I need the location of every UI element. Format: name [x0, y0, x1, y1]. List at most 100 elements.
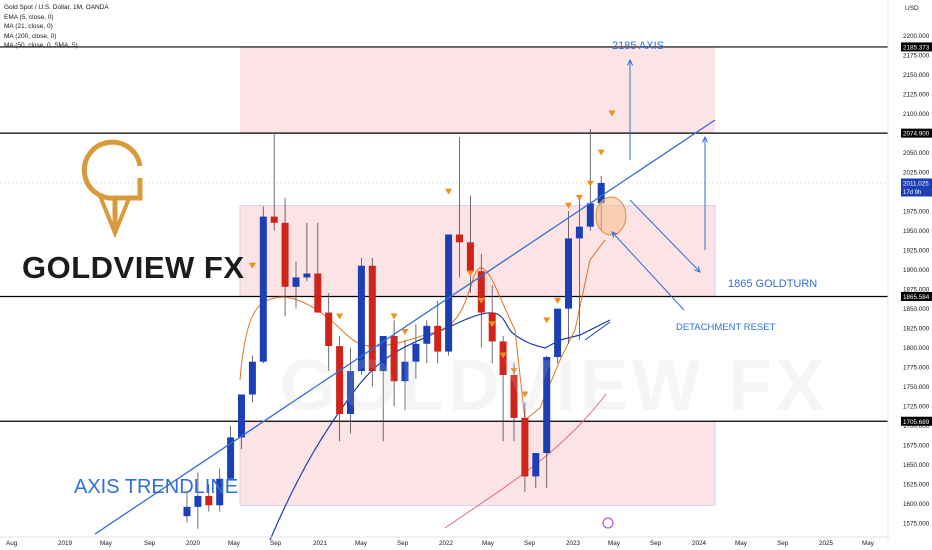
x-tick-label: 2019	[58, 540, 73, 547]
y-tick-label: 1825.000	[903, 325, 930, 332]
candle-body	[325, 312, 333, 347]
price-label: 1705.689	[903, 419, 930, 426]
x-tick-label: May	[355, 540, 368, 547]
signal-marker	[575, 194, 583, 201]
candle-body	[357, 265, 365, 372]
axis-currency: USD	[905, 5, 919, 12]
candle-body	[412, 343, 420, 362]
price-label: 2011.025	[903, 180, 929, 187]
arrow-to-2185-head	[626, 58, 634, 66]
signal-marker	[521, 391, 529, 398]
y-tick-label: 2125.000	[903, 91, 930, 98]
y-tick-label: 2050.000	[903, 150, 930, 157]
candle-body	[434, 325, 442, 352]
arrow-detachment-head	[611, 231, 618, 238]
candle-body	[575, 226, 583, 239]
y-tick-label: 1925.000	[903, 247, 930, 254]
x-tick-label: Sep	[397, 540, 409, 547]
y-tick-label: 1725.000	[903, 403, 930, 410]
sma50-segment	[584, 321, 611, 341]
candle-body	[347, 371, 354, 414]
price-label-box	[901, 128, 932, 138]
y-tick-label: 1675.000	[903, 443, 930, 450]
candle-body	[565, 238, 572, 309]
detachment-circle	[595, 196, 627, 236]
candle-body	[390, 335, 398, 382]
signal-marker	[477, 297, 485, 304]
x-tick-label: May	[608, 540, 621, 547]
price-label-box	[901, 291, 932, 301]
y-tick-label: 2025.000	[903, 169, 930, 176]
candle-body	[532, 453, 540, 477]
y-tick-label: 1700.000	[903, 423, 930, 430]
legend-ema: EMA (5, close, 0)	[4, 13, 54, 21]
y-tick-label: 1775.000	[903, 364, 930, 371]
legend-sma50: MA (50, close, 0, SMA, 5)	[4, 42, 78, 49]
x-tick-label: Aug	[6, 540, 18, 547]
x-tick-label: 2025	[819, 540, 834, 547]
brand-name: GOLDVIEW FX	[22, 250, 245, 286]
candle-body	[270, 216, 278, 223]
y-tick-label: 1750.000	[903, 384, 930, 391]
supply-zone-middle	[239, 205, 716, 297]
candle-body	[259, 216, 267, 362]
axis-2185-label: 2185 AXIS	[612, 40, 664, 52]
arrow-up-range-head	[701, 135, 709, 143]
candle-body	[401, 361, 409, 382]
price-label-box	[901, 42, 932, 52]
candle-body	[466, 242, 474, 272]
candle-body	[314, 273, 322, 313]
chart-legend: Gold Spot / U.S. Dollar, 1M, OANDA EMA (…	[4, 3, 109, 51]
candle-body	[543, 357, 551, 454]
x-tick-label: 2021	[313, 540, 328, 547]
y-tick-label: 1950.000	[903, 228, 930, 235]
brand-fx: FX	[203, 250, 245, 285]
y-tick-label: 2150.000	[903, 72, 930, 79]
signal-marker	[401, 329, 409, 336]
price-label-box	[901, 178, 932, 197]
candle-body	[521, 417, 529, 477]
signal-marker	[488, 321, 496, 328]
event-marker-icon	[602, 517, 614, 529]
price-axis-bg	[888, 0, 932, 550]
signal-marker	[336, 313, 344, 320]
arrow-to-goldturn	[629, 199, 701, 273]
legend-ma200: MA (200, close, 0)	[4, 32, 57, 40]
x-tick-label: 2024	[692, 540, 707, 547]
price-label: 2074.900	[903, 131, 930, 138]
x-tick-label: Sep	[524, 540, 536, 547]
signal-marker	[554, 297, 562, 304]
y-tick-label: 2175.000	[903, 52, 930, 59]
signal-marker	[445, 188, 453, 195]
y-tick-label: 1875.000	[903, 286, 930, 293]
x-tick-label: 2023	[566, 540, 581, 547]
signal-marker	[390, 313, 398, 320]
candle-body	[445, 234, 453, 352]
candle-body	[205, 495, 213, 506]
y-tick-label: 2100.000	[903, 111, 930, 118]
signal-marker	[565, 202, 572, 209]
candle-body	[586, 203, 594, 227]
x-tick-label: May	[862, 540, 875, 547]
candle-body	[336, 346, 344, 414]
price-label: 2185.373	[903, 44, 930, 51]
arrow-detachment	[611, 231, 685, 311]
price-label-box	[901, 416, 932, 426]
brand-goldview: GOLDVIEW	[22, 250, 195, 285]
ema5-line	[239, 239, 606, 421]
candle-body	[238, 394, 245, 438]
y-tick-label: 1575.000	[903, 521, 930, 528]
y-tick-label: 1900.000	[903, 267, 930, 274]
brand-watermark: GOLDVIEW FX	[280, 346, 828, 426]
price-label-countdown: 17d 9h	[903, 190, 921, 196]
signal-marker	[597, 149, 605, 156]
x-tick-label: May	[482, 540, 495, 547]
supply-zone-upper	[240, 46, 715, 134]
signal-marker	[543, 317, 551, 324]
y-tick-label: 1625.000	[903, 482, 930, 489]
x-tick-label: 2020	[186, 540, 201, 547]
candle-body	[183, 506, 191, 517]
signal-marker	[499, 352, 507, 359]
candle-body	[597, 183, 605, 204]
